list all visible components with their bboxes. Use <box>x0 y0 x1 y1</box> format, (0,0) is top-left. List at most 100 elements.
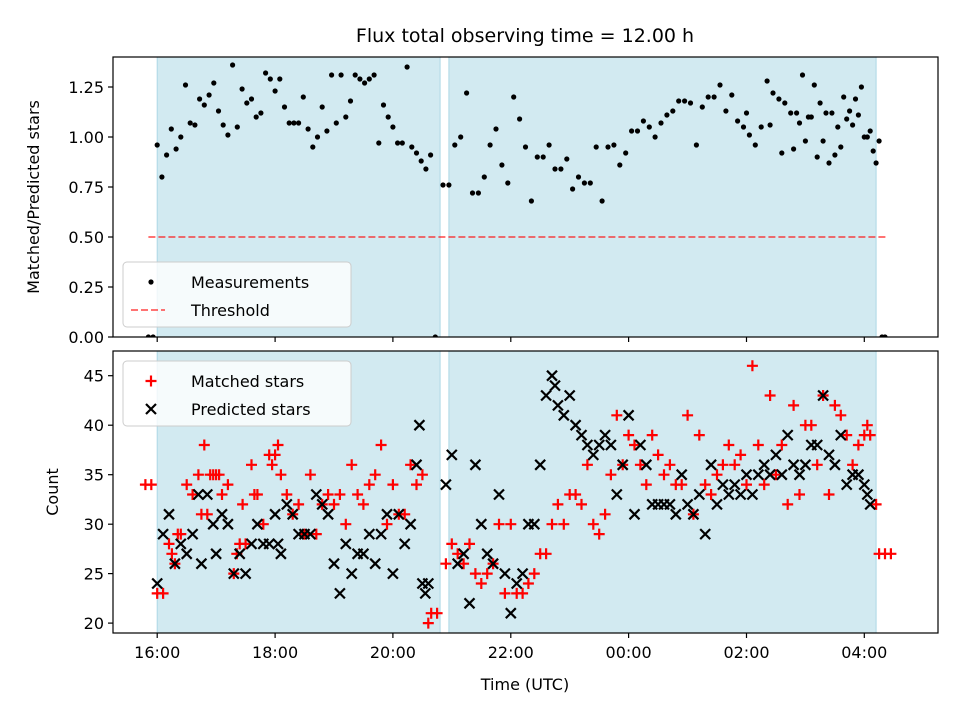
measurement-point <box>464 90 470 96</box>
matched-star-point <box>469 568 481 580</box>
measurement-point <box>206 92 212 98</box>
predicted-star-point <box>440 478 452 491</box>
predicted-star-point <box>540 389 552 402</box>
measurement-point <box>611 142 617 148</box>
matched-star-point <box>304 469 316 481</box>
measurement-point <box>735 118 741 124</box>
measurement-point <box>767 122 773 128</box>
matched-star-point <box>629 439 640 451</box>
matched-star-point <box>357 498 369 510</box>
predicted-star-point <box>422 577 435 590</box>
predicted-star-point <box>664 498 676 511</box>
legend-box <box>122 360 352 427</box>
predicted-star-point <box>505 607 517 619</box>
matched-star-point <box>623 429 635 441</box>
measurement-point <box>752 142 758 148</box>
predicted-star-point <box>304 528 317 540</box>
measurement-point <box>682 98 688 104</box>
x-tick-label: 20:00 <box>370 643 416 662</box>
predicted-star-point <box>605 439 617 451</box>
measurement-point <box>192 122 198 128</box>
measurement-point <box>699 104 705 110</box>
matched-star-point <box>770 469 782 481</box>
measurement-point <box>575 174 582 180</box>
predicted-star-point <box>316 498 328 511</box>
matched-star-point <box>464 538 475 550</box>
matched-star-point <box>346 459 358 471</box>
measurement-point <box>746 132 753 138</box>
measurement-point <box>808 114 814 120</box>
matched-star-point <box>157 587 169 599</box>
predicted-star-point <box>705 459 717 471</box>
matched-star-point <box>847 459 859 471</box>
measurement-point <box>858 84 865 90</box>
predicted-star-point <box>475 518 488 530</box>
predicted-star-point <box>201 488 214 501</box>
predicted-star-point <box>758 459 770 471</box>
matched-star-point <box>293 498 305 510</box>
measurement-point <box>182 82 189 88</box>
observing-window <box>448 350 877 634</box>
measurement-point <box>623 150 629 156</box>
measurement-point <box>385 114 391 120</box>
measurement-point <box>794 110 800 116</box>
measurement-point <box>338 72 344 78</box>
measurement-point <box>723 108 729 114</box>
matched-star-point <box>835 409 847 421</box>
y-tick-label: 1.25 <box>68 78 104 97</box>
matched-star-point <box>870 498 882 510</box>
matched-star-point <box>198 439 210 451</box>
measurement-point <box>841 94 847 100</box>
measurement-point <box>511 94 517 100</box>
measurement-point <box>263 70 269 76</box>
predicted-star-point <box>776 468 788 481</box>
measurement-point <box>154 142 160 148</box>
measurement-point <box>413 150 420 156</box>
matched-star-point <box>764 390 776 401</box>
measurement-point <box>291 120 297 126</box>
matched-star-point <box>682 409 694 421</box>
measurement-point <box>634 128 641 134</box>
matched-star-point <box>145 479 157 491</box>
y-tick-label: 45 <box>84 367 104 386</box>
measurement-point <box>409 144 415 150</box>
y-tick-label: 25 <box>84 565 104 584</box>
measurement-point <box>617 162 623 168</box>
matched-star-point <box>576 498 587 510</box>
predicted-star-point <box>734 488 747 501</box>
measurement-point <box>829 110 835 116</box>
predicted-star-point <box>852 468 865 481</box>
matched-star-point <box>711 469 723 481</box>
matched-star-point <box>699 479 711 491</box>
predicted-star-point <box>599 429 611 441</box>
measurement-point <box>823 110 829 116</box>
x-tick-label: 00:00 <box>606 643 652 662</box>
matched-star-point <box>717 459 729 471</box>
measurement-point <box>505 180 511 186</box>
matched-star-point <box>399 508 411 520</box>
measurement-point <box>418 158 424 164</box>
matched-star-point <box>363 479 375 491</box>
predicted-star-point <box>381 508 393 521</box>
predicted-star-point <box>675 468 688 481</box>
measurement-point <box>820 138 826 144</box>
matched-star-point <box>272 439 284 451</box>
measurement-point <box>239 86 245 92</box>
matched-star-point <box>552 498 564 510</box>
measurement-point <box>395 140 401 146</box>
predicted-star-point <box>799 459 812 471</box>
measurement-point <box>258 110 264 116</box>
matched-star-point <box>352 489 364 500</box>
predicted-star-point <box>687 508 700 521</box>
measurement-point <box>855 112 862 118</box>
legend-marker <box>145 375 157 387</box>
y-tick-label: 20 <box>84 614 104 633</box>
y-tick-label: 0.75 <box>68 178 104 197</box>
chart-title: Flux total observing time = 12.00 h <box>356 25 694 47</box>
matched-star-point <box>741 479 752 491</box>
predicted-star-point <box>693 488 706 501</box>
matched-star-point <box>416 469 428 481</box>
matched-star-point <box>322 489 334 500</box>
measurement-point <box>296 120 302 126</box>
matched-star-point <box>593 528 605 540</box>
